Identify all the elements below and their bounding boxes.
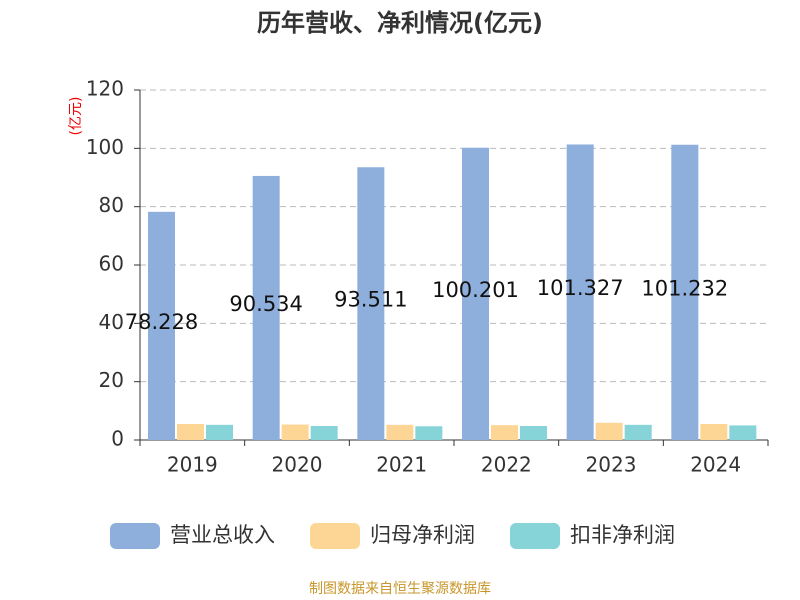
source-note: 制图数据来自恒生聚源数据库 <box>309 581 491 597</box>
x-tick-label: 2024 <box>690 453 741 477</box>
x-tick-label: 2021 <box>376 453 427 477</box>
data-label: 101.232 <box>641 276 728 300</box>
legend-label: 归母净利润 <box>370 523 475 547</box>
y-tick-label: 120 <box>86 77 124 101</box>
bar <box>700 423 728 440</box>
bar <box>206 424 233 440</box>
y-tick-label: 40 <box>99 310 124 334</box>
bar <box>357 167 385 440</box>
x-tick-label: 2019 <box>167 453 218 477</box>
data-label: 101.327 <box>537 276 624 300</box>
x-tick-label: 2022 <box>481 453 532 477</box>
bar <box>729 425 757 440</box>
bar <box>462 147 489 441</box>
chart-title: 历年营收、净利情况(亿元) <box>257 9 543 37</box>
bar <box>671 144 699 441</box>
bar <box>148 211 175 440</box>
bar <box>386 424 414 440</box>
data-label: 90.534 <box>229 292 302 316</box>
bar <box>595 422 623 440</box>
y-tick-label: 80 <box>99 193 124 217</box>
data-label: 100.201 <box>432 278 519 302</box>
bar <box>520 426 547 440</box>
data-label: 93.511 <box>334 288 407 312</box>
bar <box>310 426 338 440</box>
bar <box>252 175 280 440</box>
x-tick-label: 2020 <box>272 453 323 477</box>
bar <box>177 423 204 440</box>
bar <box>415 426 443 440</box>
legend-swatch <box>110 523 160 549</box>
data-label: 78.228 <box>125 310 198 334</box>
bar <box>491 425 518 440</box>
legend-swatch <box>510 523 560 549</box>
legend-label: 扣非净利润 <box>570 523 675 547</box>
bar <box>566 144 594 440</box>
y-tick-label: 100 <box>86 135 124 159</box>
y-axis-label: (亿元) <box>68 97 84 136</box>
legend-swatch <box>310 523 360 549</box>
y-tick-label: 0 <box>111 427 124 451</box>
legend-label: 营业总收入 <box>170 523 275 547</box>
bar <box>281 424 309 440</box>
y-tick-label: 60 <box>99 252 124 276</box>
y-tick-label: 20 <box>99 368 124 392</box>
x-tick-label: 2023 <box>586 453 637 477</box>
bar <box>624 424 652 440</box>
